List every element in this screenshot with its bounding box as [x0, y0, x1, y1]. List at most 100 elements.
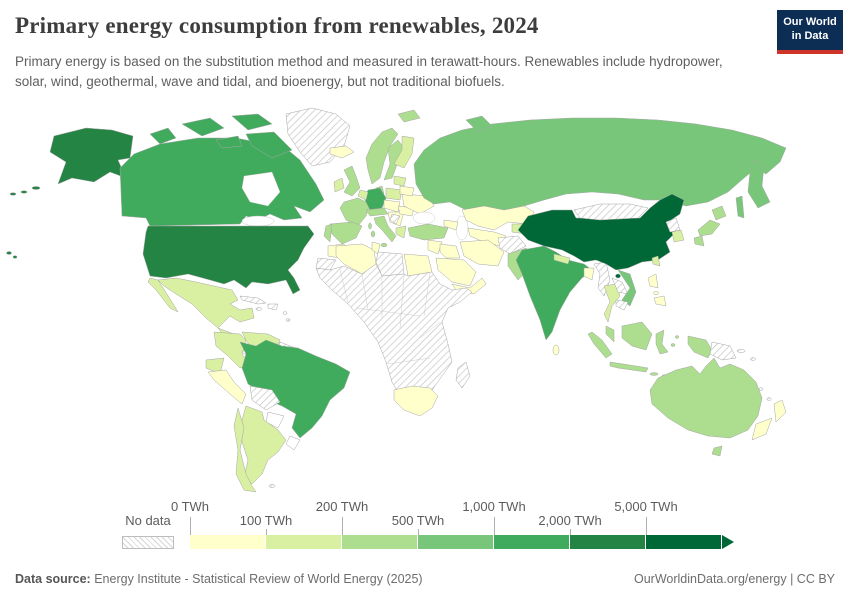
- country-russia[interactable]: [413, 117, 787, 211]
- country-falklands[interactable]: [268, 484, 276, 488]
- country-hawaii[interactable]: [12, 255, 18, 259]
- country-sub-saharan-africa[interactable]: [315, 263, 473, 393]
- country-melanesia[interactable]: [758, 387, 764, 391]
- country-greece[interactable]: [395, 225, 407, 239]
- country-west-papua[interactable]: [687, 335, 713, 359]
- country-bolivia[interactable]: [249, 385, 281, 411]
- country-new-zealand-south[interactable]: [751, 417, 773, 441]
- owid-logo[interactable]: Our World in Data: [777, 10, 843, 54]
- country-bangladesh[interactable]: [583, 267, 595, 281]
- country-japan-honshu[interactable]: [697, 219, 721, 237]
- country-paraguay[interactable]: [265, 411, 285, 429]
- country-hawaii[interactable]: [6, 251, 12, 255]
- country-canada-arctic[interactable]: [245, 131, 293, 159]
- legend-color-segment[interactable]: [190, 535, 266, 549]
- country-sulawesi[interactable]: [655, 329, 669, 355]
- country-melanesia[interactable]: [766, 397, 772, 401]
- country-melanesia[interactable]: [750, 357, 756, 361]
- country-aleutians[interactable]: [9, 192, 17, 196]
- country-madagascar[interactable]: [455, 361, 471, 389]
- country-lesser-sunda[interactable]: [649, 372, 659, 376]
- country-australia[interactable]: [649, 357, 763, 439]
- country-usa[interactable]: [142, 225, 315, 295]
- country-canada-arctic[interactable]: [215, 135, 243, 149]
- country-antilles[interactable]: [282, 311, 288, 315]
- country-philippines-visayas[interactable]: [653, 291, 659, 295]
- country-sicily[interactable]: [380, 242, 388, 248]
- country-belarus[interactable]: [399, 185, 415, 197]
- country-sumatra[interactable]: [587, 331, 613, 359]
- country-baltics[interactable]: [393, 175, 407, 187]
- country-afghanistan[interactable]: [497, 235, 527, 255]
- country-france[interactable]: [339, 197, 371, 227]
- country-corsica[interactable]: [368, 222, 372, 230]
- country-finland[interactable]: [393, 135, 415, 169]
- country-poland[interactable]: [385, 187, 403, 201]
- legend-color-segment[interactable]: [418, 535, 494, 549]
- country-spain[interactable]: [329, 221, 363, 245]
- country-philippines-mindanao[interactable]: [653, 295, 667, 307]
- country-nepal[interactable]: [553, 253, 571, 265]
- country-caucasus[interactable]: [443, 219, 459, 231]
- country-chile[interactable]: [233, 407, 257, 493]
- country-portugal[interactable]: [323, 223, 333, 243]
- country-tasmania[interactable]: [711, 445, 723, 457]
- country-sweden[interactable]: [383, 139, 405, 181]
- country-papua-new-guinea[interactable]: [709, 341, 737, 361]
- country-russia-sakhalin[interactable]: [735, 195, 745, 219]
- country-levant[interactable]: [427, 239, 443, 255]
- country-mongolia[interactable]: [573, 203, 649, 221]
- country-czech-hungary[interactable]: [383, 199, 401, 213]
- country-novaya-zemlya[interactable]: [465, 115, 493, 133]
- country-sri-lanka[interactable]: [552, 344, 560, 356]
- country-united-kingdom[interactable]: [343, 165, 361, 197]
- country-iran[interactable]: [459, 239, 505, 267]
- country-benelux[interactable]: [357, 189, 369, 201]
- country-philippines-luzon[interactable]: [647, 273, 659, 289]
- country-canada-arctic[interactable]: [231, 113, 273, 131]
- country-mexico[interactable]: [157, 277, 255, 329]
- country-taiwan[interactable]: [651, 255, 661, 267]
- country-switzerland-austria[interactable]: [365, 207, 389, 217]
- country-south-africa[interactable]: [393, 385, 439, 417]
- country-java[interactable]: [609, 361, 649, 373]
- legend-color-segment[interactable]: [646, 535, 722, 549]
- legend-no-data-swatch[interactable]: [122, 536, 174, 549]
- country-jamaica[interactable]: [255, 307, 263, 311]
- country-moluccas[interactable]: [670, 343, 676, 347]
- country-saudi-arabia[interactable]: [435, 257, 477, 287]
- country-peru[interactable]: [207, 369, 247, 405]
- country-serbia-bosnia[interactable]: [389, 213, 401, 225]
- country-iraq[interactable]: [439, 243, 461, 259]
- country-canada-arctic[interactable]: [181, 117, 225, 137]
- country-japan-hokkaido[interactable]: [711, 205, 727, 221]
- country-alaska[interactable]: [49, 127, 134, 185]
- country-argentina[interactable]: [241, 405, 287, 485]
- country-malaysia[interactable]: [605, 325, 615, 343]
- country-svalbard[interactable]: [397, 109, 421, 123]
- country-aleutians[interactable]: [31, 186, 41, 190]
- country-south-korea[interactable]: [671, 229, 685, 243]
- country-japan-kyushu[interactable]: [693, 235, 705, 247]
- country-new-britain[interactable]: [736, 349, 746, 353]
- country-sardinia[interactable]: [370, 230, 376, 238]
- country-hispaniola[interactable]: [267, 303, 279, 311]
- country-ireland[interactable]: [333, 177, 345, 193]
- country-iceland[interactable]: [329, 145, 355, 159]
- country-new-zealand-north[interactable]: [773, 399, 787, 423]
- legend-color-segment[interactable]: [266, 535, 342, 549]
- country-turkey[interactable]: [407, 223, 449, 241]
- country-hainan[interactable]: [615, 273, 621, 279]
- country-cuba[interactable]: [239, 295, 267, 305]
- country-antilles[interactable]: [285, 318, 291, 322]
- country-canada-arctic[interactable]: [149, 127, 177, 145]
- legend-color-segment[interactable]: [494, 535, 570, 549]
- country-moluccas[interactable]: [675, 335, 679, 339]
- country-mexico-baja[interactable]: [147, 277, 179, 313]
- legend-color-segment[interactable]: [570, 535, 646, 549]
- country-borneo[interactable]: [621, 321, 653, 351]
- country-norway[interactable]: [365, 127, 399, 185]
- country-canada[interactable]: [119, 137, 325, 227]
- country-vietnam[interactable]: [617, 269, 637, 307]
- country-aleutians[interactable]: [20, 190, 28, 194]
